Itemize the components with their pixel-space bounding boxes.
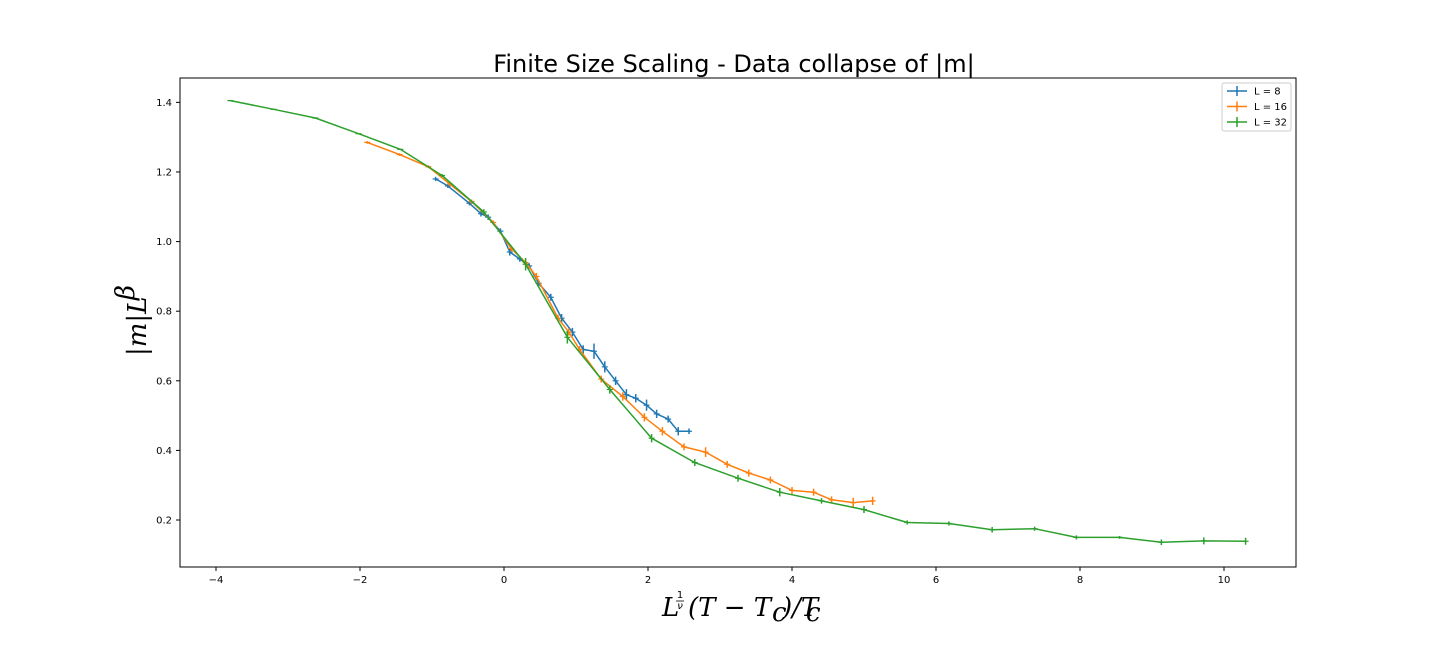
x-axis-label: L 1 ν (T − T c )/T c: [661, 590, 821, 628]
svg-text:1: 1: [677, 590, 683, 601]
x-tick-label: 2: [645, 575, 651, 586]
series-layer: [227, 99, 1249, 546]
legend-label: L = 32: [1254, 118, 1287, 129]
y-tick-label: 0.8: [156, 307, 172, 318]
y-axis-label: |m|L β: [111, 285, 153, 356]
x-tick-label: −2: [353, 575, 368, 586]
y-tick-label: 1.0: [156, 237, 172, 248]
y-axis-ticks: 0.2 0.4 0.6 0.8 1.0 1.2 1.4: [156, 98, 180, 527]
x-axis-label-exponent: 1 ν: [676, 590, 684, 612]
x-tick-label: 6: [933, 575, 939, 586]
x-tick-label: 0: [501, 575, 507, 586]
y-tick-label: 1.4: [156, 98, 172, 109]
svg-text:|m|L: |m|L: [123, 297, 153, 356]
y-tick-label: 0.6: [156, 376, 172, 387]
svg-text:)/T: )/T: [781, 593, 820, 623]
x-tick-label: 4: [789, 575, 795, 586]
svg-text:ν: ν: [677, 601, 683, 612]
y-tick-label: 1.2: [156, 167, 172, 178]
chart-title: Finite Size Scaling - Data collapse of |…: [493, 50, 974, 78]
legend-frame: [1221, 82, 1292, 132]
svg-text:c: c: [806, 598, 821, 628]
svg-text:(T − T: (T − T: [688, 593, 773, 623]
legend: L = 8 L = 16 L = 32: [1221, 82, 1292, 132]
plot-frame: [179, 77, 1297, 568]
series-l3: [227, 99, 1249, 546]
svg-text:β: β: [111, 285, 141, 301]
x-axis-ticks: −4 −2 0 2 4 6 8 10: [209, 567, 1231, 586]
svg-text:L: L: [661, 593, 679, 623]
x-tick-label: −4: [209, 575, 224, 586]
y-tick-label: 0.4: [156, 446, 172, 457]
x-tick-label: 10: [1218, 575, 1231, 586]
legend-label: L = 16: [1254, 102, 1287, 113]
y-tick-label: 0.2: [156, 516, 172, 527]
legend-label: L = 8: [1254, 87, 1281, 98]
x-tick-label: 8: [1077, 575, 1083, 586]
svg-text:c: c: [772, 598, 787, 628]
plot-area: −4 −2 0 2 4 6 8 10 0.2 0.4 0.6 0.8 1.0 1.2 1.4: [156, 77, 1297, 586]
